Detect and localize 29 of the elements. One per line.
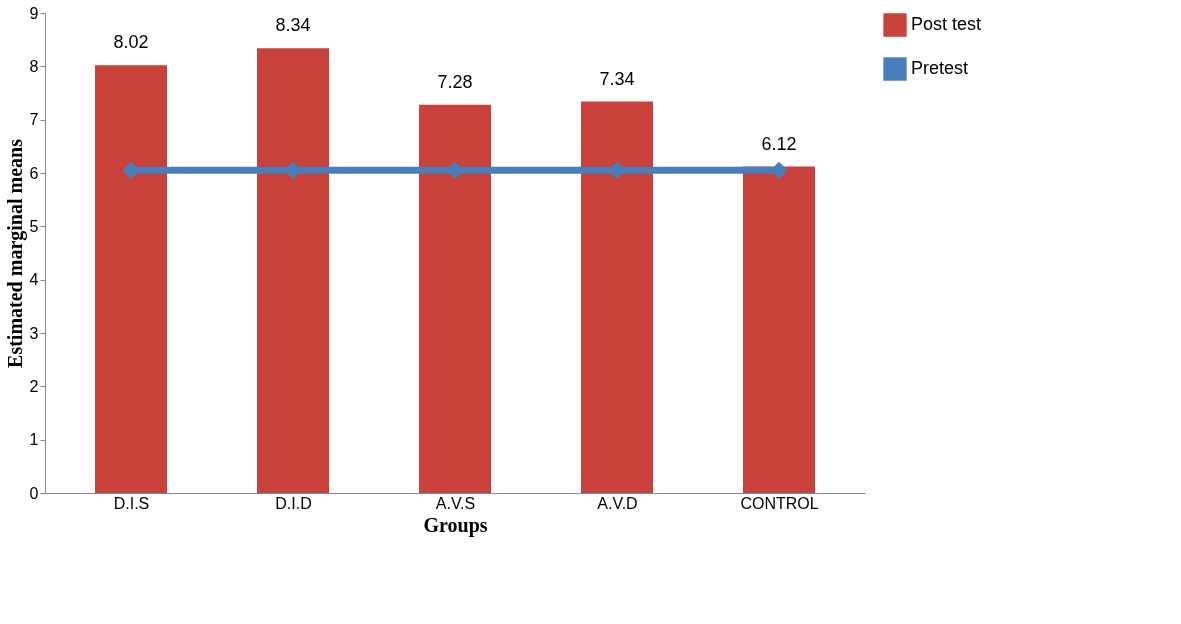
x-tick-label: D.I.D: [275, 494, 312, 512]
y-tick-label: 7: [29, 111, 39, 129]
x-tick-label: D.I.S: [113, 494, 150, 512]
bar: [581, 101, 653, 493]
bar: [95, 65, 167, 493]
y-tick-label: 4: [29, 271, 39, 289]
y-tick-label: 8: [29, 57, 39, 75]
bar: [419, 104, 491, 493]
y-tick-label: 0: [29, 484, 39, 502]
x-tick-label: CONTROL: [740, 494, 819, 512]
bar: [743, 166, 815, 493]
y-tick-label: 1: [29, 431, 39, 449]
bar: [257, 48, 329, 493]
x-tick-label: A.V.D: [597, 494, 638, 512]
data-label: 8.02: [113, 32, 149, 53]
data-label: 7.28: [437, 71, 473, 92]
data-label: 6.12: [761, 133, 797, 154]
y-tick-label: 2: [29, 377, 39, 395]
data-label: 7.34: [599, 68, 635, 89]
y-tick-label: 3: [29, 324, 39, 342]
legend-label: Pretest: [911, 58, 969, 78]
legend-label: Post test: [911, 14, 982, 34]
y-tick-label: 9: [29, 4, 39, 22]
x-tick-label: A.V.S: [435, 494, 476, 512]
y-axis-title: Estimated marginal means: [3, 138, 27, 368]
y-tick-label: 6: [29, 164, 39, 182]
y-tick-label: 5: [29, 217, 39, 235]
x-axis-title: Groups: [423, 513, 488, 537]
data-label: 8.34: [275, 15, 311, 36]
